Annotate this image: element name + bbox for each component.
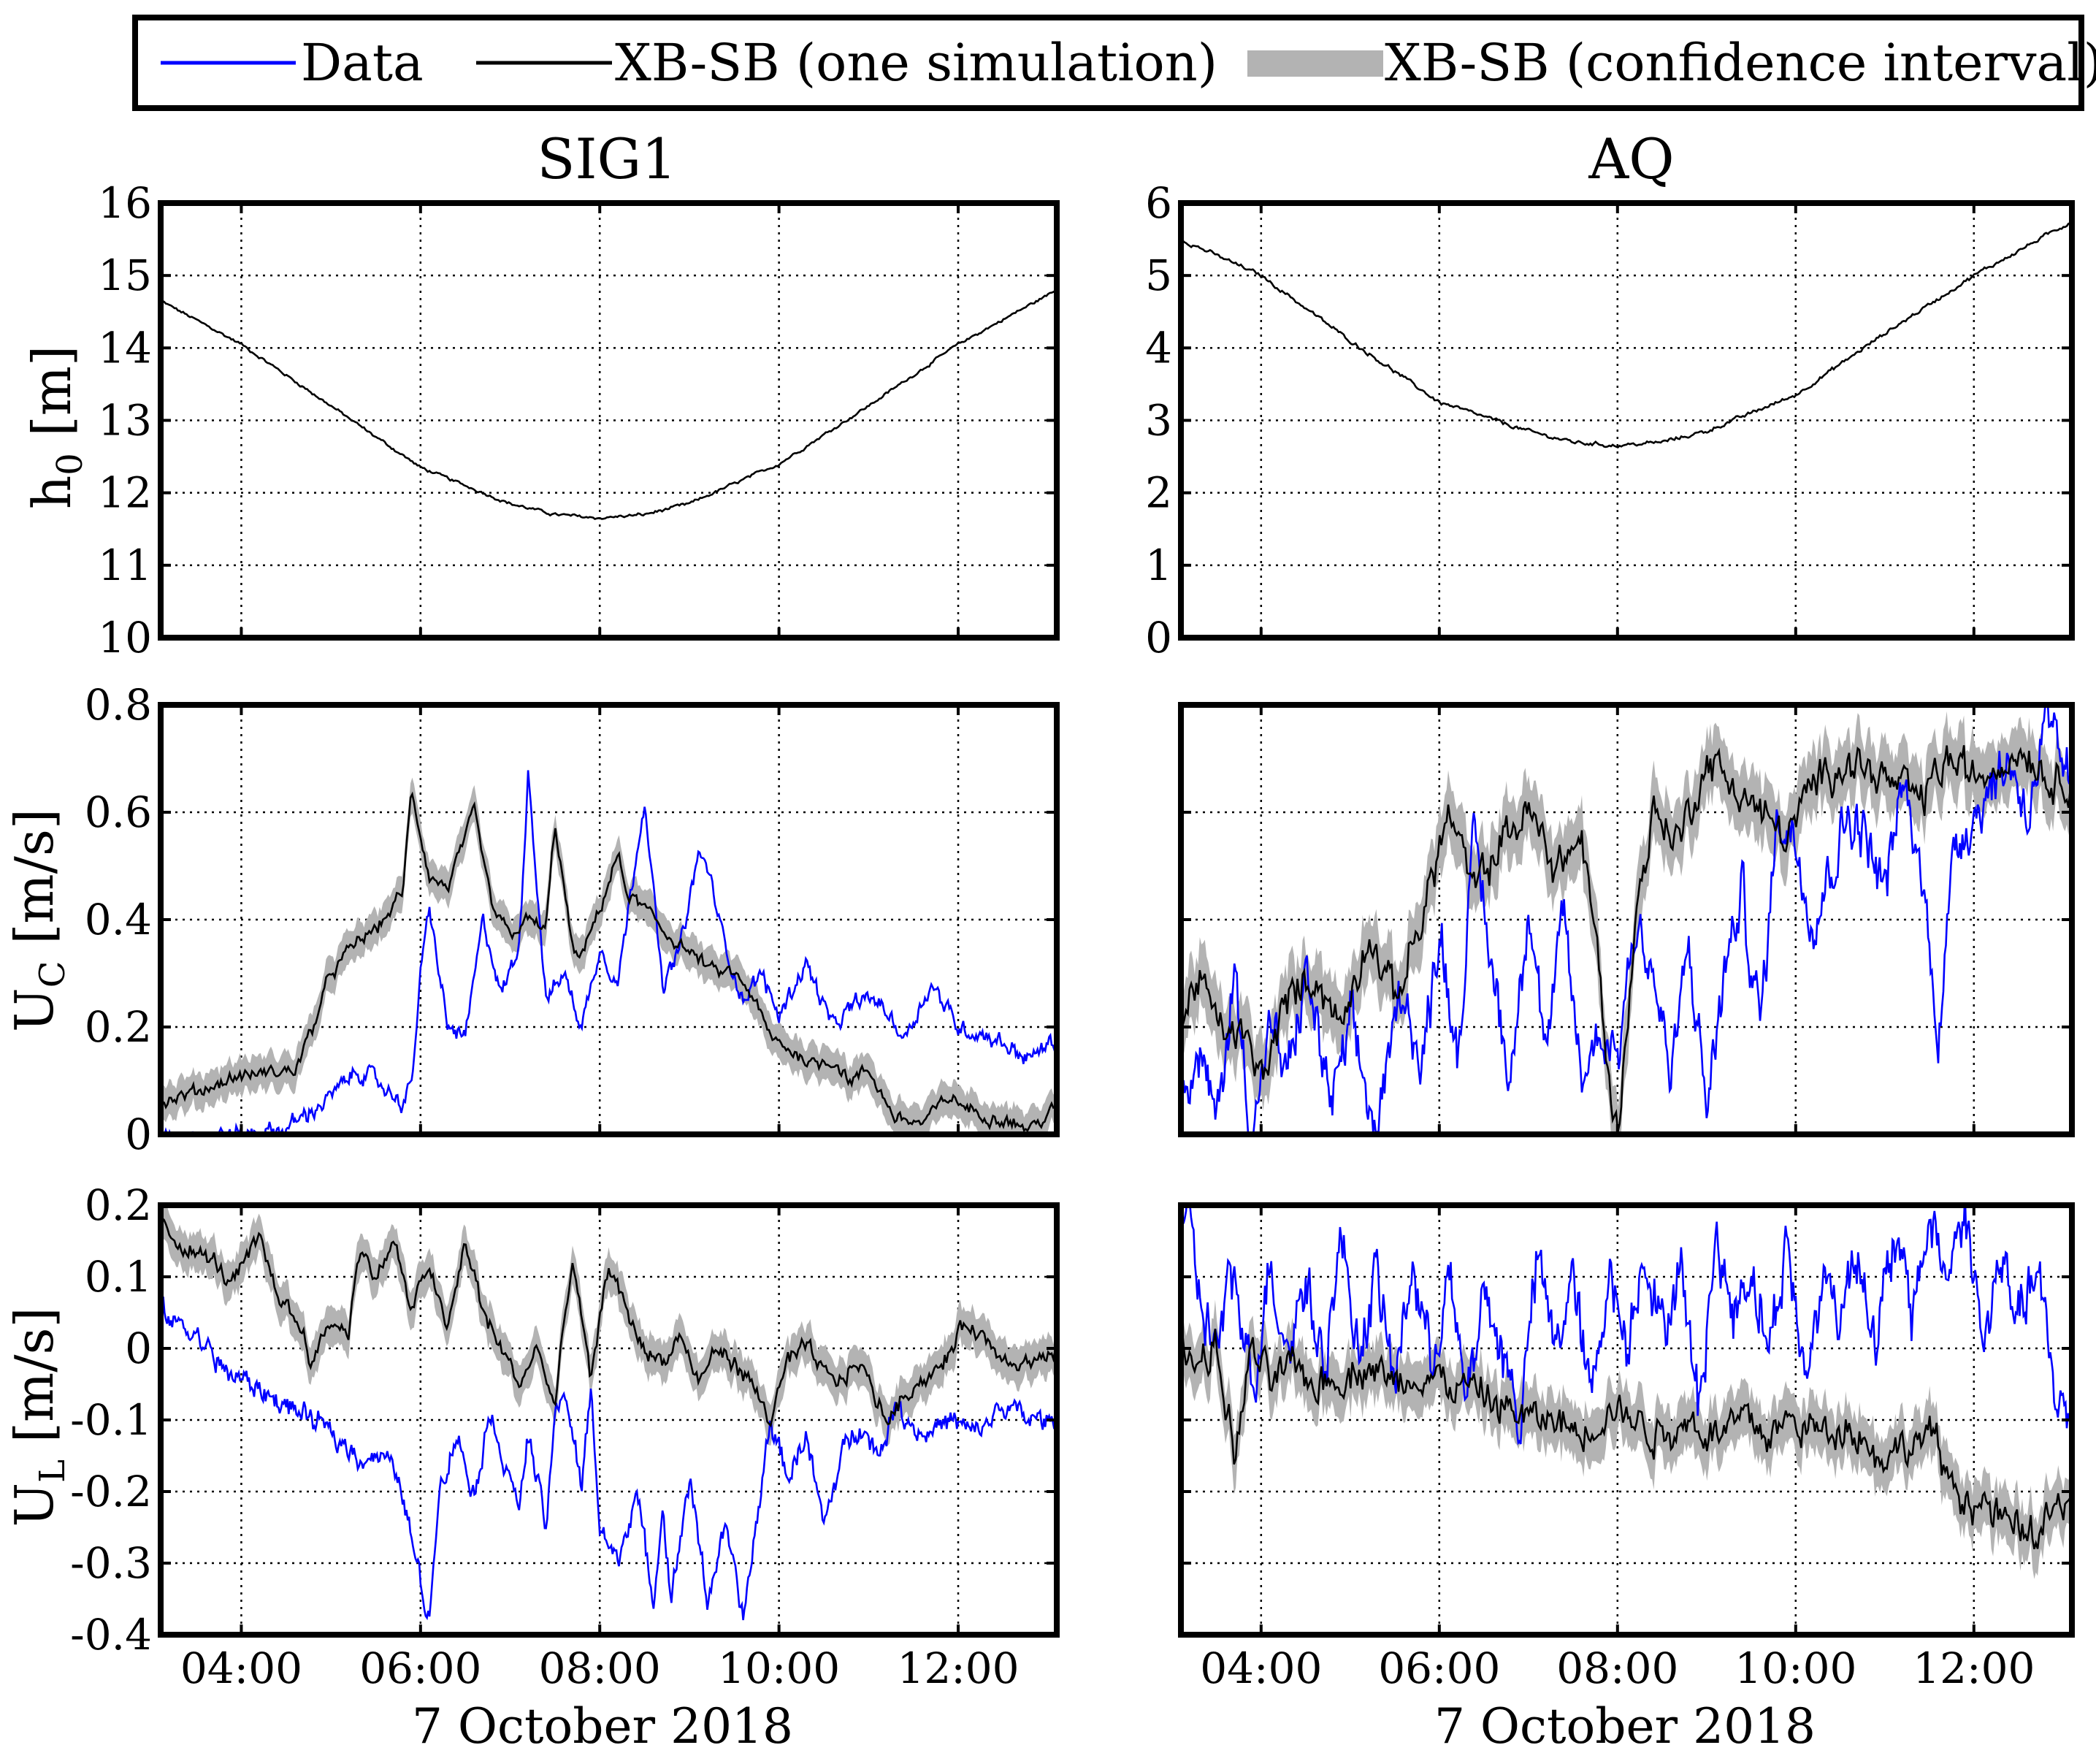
y-tick-label: 0.6 [85, 787, 152, 837]
plot-area [1181, 705, 2072, 1134]
plot-area [161, 289, 1057, 521]
ylabel-uc: UC [m/s] [4, 809, 73, 1032]
y-tick-label: 16 [98, 178, 152, 228]
simulation-series-line [161, 1216, 1057, 1428]
axes-frame [158, 702, 1060, 1137]
x-tick-label: 08:00 [1556, 1643, 1678, 1693]
y-tick-label: 15 [98, 251, 152, 300]
y-tick-label: 1 [1145, 541, 1172, 590]
y-tick-label: 0.8 [85, 680, 152, 730]
column-title-aq: AQ [1588, 126, 1674, 191]
y-tick-label: 0.2 [85, 1180, 152, 1230]
y-tick-label: -0.4 [70, 1610, 152, 1660]
y-tick-label: 11 [98, 541, 152, 590]
plot-area [161, 1205, 1057, 1621]
plot-area [1181, 222, 2072, 449]
ylabel-ul: UL [m/s] [4, 1307, 73, 1527]
confidence-band [161, 1205, 1057, 1446]
simulation-series-line [1181, 222, 2072, 449]
legend-label-data: Data [301, 33, 424, 93]
panel-aq-uc [1178, 702, 2075, 1137]
y-tick-label: 4 [1145, 323, 1172, 373]
xlabel-aq: 7 October 2018 [1434, 1698, 1816, 1755]
xlabel-sig1: 7 October 2018 [412, 1698, 793, 1755]
y-tick-label: 0.4 [85, 895, 152, 944]
y-tick-label: 6 [1145, 178, 1172, 228]
data-series-line [1181, 1205, 2072, 1446]
plot-area [1181, 1205, 2072, 1579]
panel-sig1-h0: 10 11 12 13 14 15 16 [98, 178, 1060, 663]
data-series-line [161, 1296, 1057, 1621]
legend: Data XB-SB (one simulation) XB-SB (confi… [132, 15, 2096, 111]
data-series-line [164, 770, 1057, 1134]
simulation-series-line [161, 791, 1057, 1132]
simulation-series-line [1181, 745, 2072, 1132]
y-tick-label: 2 [1145, 468, 1172, 518]
axes-frame [1178, 702, 2075, 1137]
axes-frame [158, 200, 1060, 641]
legend-swatch-band [1247, 50, 1383, 77]
column-title-sig1: SIG1 [537, 126, 676, 191]
panel-aq-h0: 0 1 2 3 4 5 6 [1145, 178, 2075, 663]
x-tick-label: 12:00 [897, 1643, 1019, 1693]
y-tick-label: 12 [98, 468, 152, 518]
panel-sig1-ul: -0.4 -0.3 -0.2 -0.1 0 0.1 0.2 04:00 06:00 08:00 10… [70, 1180, 1060, 1693]
x-tick-label: 06:00 [359, 1643, 481, 1693]
x-tick-label: 08:00 [539, 1643, 661, 1693]
simulation-series-line [161, 289, 1057, 521]
y-tick-label: 10 [98, 613, 152, 663]
y-tick-label: -0.1 [70, 1395, 152, 1445]
y-tick-label: 0 [125, 1110, 152, 1159]
x-tick-label: 06:00 [1378, 1643, 1500, 1693]
plot-area [161, 770, 1057, 1134]
y-tick-label: 5 [1145, 251, 1172, 300]
x-tick-label: 04:00 [180, 1643, 302, 1693]
legend-label-band: XB-SB (confidence interval) [1385, 33, 2096, 93]
simulation-series-line [1181, 1329, 2072, 1549]
data-series-line [1181, 705, 2072, 1134]
y-tick-label: -0.3 [70, 1538, 152, 1588]
y-tick-label: 0 [125, 1324, 152, 1373]
y-tick-label: 0 [1145, 613, 1172, 663]
y-tick-label: 0.2 [85, 1002, 152, 1052]
y-tick-label: -0.2 [70, 1467, 152, 1516]
axes-frame [1178, 200, 2075, 641]
y-tick-label: 13 [98, 396, 152, 446]
panel-aq-ul: 04:00 06:00 08:00 10:00 12:00 [1178, 1202, 2075, 1693]
confidence-band [161, 777, 1057, 1134]
confidence-band [1181, 1299, 2072, 1579]
x-tick-label: 04:00 [1200, 1643, 1322, 1693]
axes-frame [1178, 1202, 2075, 1638]
x-tick-label: 10:00 [718, 1643, 840, 1693]
x-tick-label: 10:00 [1734, 1643, 1856, 1693]
x-tick-label: 12:00 [1913, 1643, 2035, 1693]
legend-label-sim: XB-SB (one simulation) [615, 33, 1217, 93]
y-tick-label: 14 [98, 323, 152, 373]
panel-sig1-uc: 0 0.2 0.4 0.6 0.8 [85, 680, 1060, 1159]
legend-box [132, 15, 2084, 111]
confidence-band [1181, 711, 2072, 1134]
y-tick-label: 3 [1145, 396, 1172, 446]
y-tick-label: 0.1 [85, 1252, 152, 1302]
ylabel-h0: h0 [m] [21, 345, 91, 509]
axes-frame [158, 1202, 1060, 1638]
